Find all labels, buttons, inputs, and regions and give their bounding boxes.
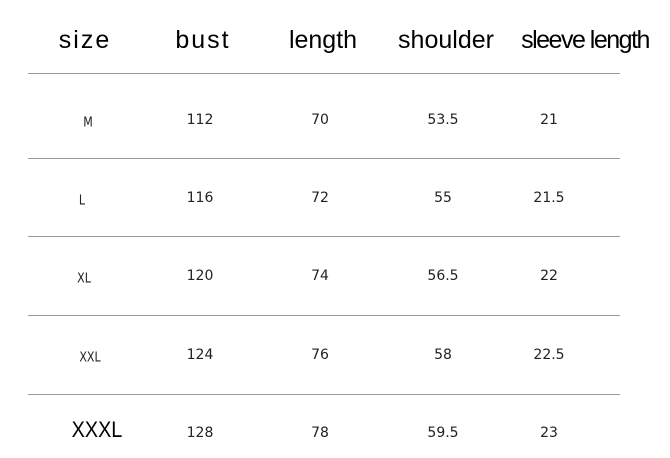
table-cell: 56.5 <box>427 268 459 284</box>
table-cell: 22 <box>540 268 558 284</box>
size-label: XL <box>77 271 91 287</box>
column-header: shoulder <box>398 26 494 54</box>
column-header: bust <box>175 26 231 54</box>
column-header: sleeve length <box>521 26 650 54</box>
size-label: XXL <box>79 350 101 366</box>
table-cell: 124 <box>186 347 214 363</box>
table-cell: 23 <box>540 425 558 441</box>
table-cell: 78 <box>311 425 329 441</box>
table-cell: 120 <box>186 268 214 284</box>
table-cell: 72 <box>311 190 329 206</box>
row-divider <box>28 158 620 159</box>
row-divider <box>28 73 620 74</box>
size-label: XXXL <box>71 417 123 442</box>
table-cell: 21.5 <box>533 190 565 206</box>
table-cell: 128 <box>186 425 214 441</box>
table-cell: 53.5 <box>427 112 459 128</box>
row-divider <box>28 394 620 395</box>
table-cell: 58 <box>434 347 452 363</box>
table-cell: 55 <box>434 190 452 206</box>
table-cell: 21 <box>540 112 558 128</box>
row-divider <box>28 315 620 316</box>
column-header: size <box>58 26 112 54</box>
table-cell: 74 <box>311 268 329 284</box>
size-label: L <box>78 193 86 209</box>
table-cell: 112 <box>186 112 214 128</box>
table-cell: 22.5 <box>533 347 565 363</box>
table-cell: 70 <box>311 112 329 128</box>
size-label: M <box>83 115 93 131</box>
table-cell: 76 <box>311 347 329 363</box>
table-cell: 59.5 <box>427 425 459 441</box>
table-cell: 116 <box>186 190 214 206</box>
row-divider <box>28 236 620 237</box>
column-header: length <box>288 26 358 54</box>
